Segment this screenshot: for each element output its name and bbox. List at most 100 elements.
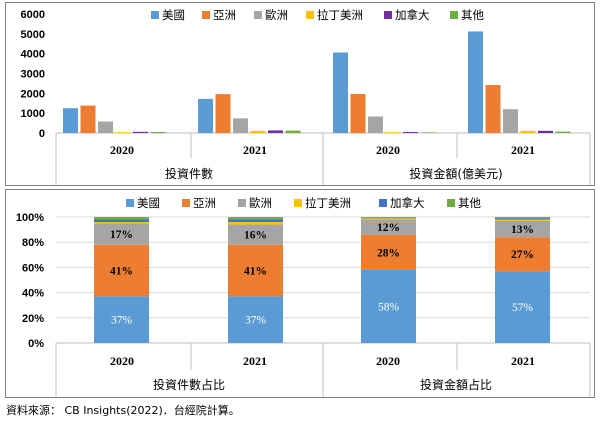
bar [555,131,571,133]
stacked-segment [495,217,550,219]
stacked-segment [228,217,283,220]
investment-count-amount-chart: 美國 亞洲 歐洲 拉丁美洲 加拿大 其他 0 1000 2000 3000 4000 5000 6000… [5,2,595,186]
legend-label: 美國 [137,196,160,210]
legend-label: 美國 [162,8,185,22]
y-tick-label: 60% [22,262,44,274]
y-tick-label: 1000 [21,108,45,120]
stacked-segment [228,244,283,297]
data-label: 16% [244,230,267,242]
stacked-segment [495,219,550,221]
group-label: 投資金額占比 [420,377,492,392]
source-note: 資料來源： CB Insights(2022)．台經院計算。 [6,404,240,417]
stacked-segment [361,219,416,235]
legend-swatch [294,199,302,207]
stacked-segment [94,219,149,223]
data-label: 27% [511,249,534,261]
stacked-segment [495,220,550,238]
data-label: 13% [511,224,534,236]
stacked-segment [495,271,550,343]
group-label: 投資金額(億美元) [409,166,502,181]
bar [285,130,301,133]
stacked-segment [94,222,149,224]
x-tick-label: 2020 [376,143,400,157]
y-tick-label: 0% [28,338,44,350]
stacked-segment [94,217,149,220]
bar [115,132,131,133]
bar [333,52,348,133]
data-label: 57% [512,302,534,314]
bar [98,121,113,133]
bar [420,132,436,133]
legend-label: 拉丁美洲 [317,8,363,22]
bar [233,118,248,133]
y-tick-label: 0 [39,128,45,140]
bar [80,105,96,133]
legend-swatch [450,11,458,19]
investment-share-chart: 美國 亞洲 歐洲 拉丁美洲 加拿大 其他 0% 20% 40% 60% 80% 100% 37% 41% 1… [5,189,595,398]
bar [485,85,501,133]
legend-swatch [202,11,210,19]
bar [503,109,518,133]
stacked-segment [228,219,283,223]
y-tick-label: 40% [22,288,44,300]
bar [368,116,383,133]
stacked-segment [495,237,550,272]
data-label: 41% [244,266,267,278]
legend-label: 歐洲 [265,8,288,22]
x-tick-label: 2020 [110,354,134,368]
stacked-segment [94,244,149,297]
stacked-segment [495,218,550,220]
bar [350,93,366,133]
y-tick-label: 4000 [21,49,45,61]
legend-swatch [254,11,262,19]
legend-swatch [126,199,134,207]
stacked-segment [361,217,416,218]
x-tick-label: 2020 [110,143,134,157]
data-label: 37% [245,315,267,327]
bar [215,94,231,133]
y-tick-label: 6000 [21,9,45,21]
bar [520,130,536,133]
x-tick-label: 2021 [243,143,267,157]
legend-label: 歐洲 [249,196,272,210]
bar [385,132,401,133]
stacked-segment [361,217,416,219]
stacked-segment [361,269,416,343]
y-tick-label: 80% [22,237,44,249]
y-tick-label: 3000 [21,69,45,81]
legend-swatch [384,11,392,19]
legend-label: 亞洲 [193,196,216,210]
y-tick-label: 2000 [21,88,45,100]
stacked-segment [94,296,149,343]
bar [63,108,78,133]
legend-label: 加拿大 [390,196,425,210]
group-label: 投資件數占比 [153,377,225,392]
group-label: 投資件數 [165,166,213,181]
y-tick-label: 20% [22,313,44,325]
data-label: 58% [378,301,400,313]
x-tick-label: 2021 [511,143,535,157]
legend-swatch [379,199,387,207]
x-tick-label: 2021 [243,354,267,368]
stacked-segment [361,218,416,220]
legend-swatch [151,11,159,19]
data-label: 37% [111,315,133,327]
bar [250,130,266,133]
stacked-segment [94,223,149,245]
bar [403,132,418,133]
bar [468,31,483,134]
legend-label: 其他 [461,8,484,22]
data-label: 41% [110,266,133,278]
stacked-segment [361,234,416,270]
bar [268,130,283,133]
legend-label: 拉丁美洲 [305,196,351,210]
stacked-segment [228,296,283,343]
y-tick-label: 5000 [21,29,45,41]
legend-swatch [447,199,455,207]
chart-top-svg: 美國 亞洲 歐洲 拉丁美洲 加拿大 其他 0 1000 2000 3000 4000 5000 6000… [21,8,591,185]
legend-swatch [238,199,246,207]
data-label: 12% [377,222,400,234]
stacked-segment [228,222,283,225]
legend-label: 亞洲 [213,8,236,22]
legend-swatch [306,11,314,19]
